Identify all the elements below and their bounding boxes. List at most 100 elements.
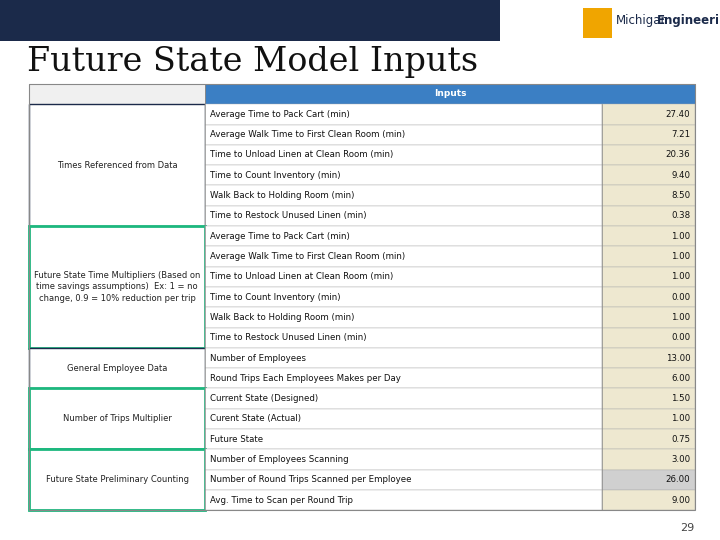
Bar (602, 470, 695, 490)
Text: Time to Count Inventory (min): Time to Count Inventory (min) (210, 171, 341, 180)
Bar (602, 328, 695, 348)
Text: Average Time to Pack Cart (min): Average Time to Pack Cart (min) (210, 232, 350, 241)
Bar (602, 449, 695, 470)
Bar (205, 388, 601, 409)
Bar (583, 8, 612, 38)
Text: Future State: Future State (210, 435, 264, 444)
Bar (29, 104, 205, 226)
Bar (205, 185, 601, 206)
Bar (602, 348, 695, 368)
Text: Avg. Time to Scan per Round Trip: Avg. Time to Scan per Round Trip (210, 496, 354, 505)
Bar (29, 449, 205, 510)
Text: Average Walk Time to First Clean Room (min): Average Walk Time to First Clean Room (m… (210, 130, 405, 139)
Text: Walk Back to Holding Room (min): Walk Back to Holding Room (min) (210, 313, 355, 322)
Bar (602, 125, 695, 145)
Text: 13.00: 13.00 (666, 354, 690, 362)
Bar (205, 206, 601, 226)
Bar (205, 226, 601, 246)
Bar (602, 388, 695, 409)
Bar (602, 409, 695, 429)
Text: 3.00: 3.00 (671, 455, 690, 464)
Bar (29, 226, 205, 348)
Text: Engineering: Engineering (657, 14, 720, 27)
Bar (205, 409, 601, 429)
Text: 29: 29 (680, 523, 695, 533)
Bar (602, 206, 695, 226)
Text: Average Time to Pack Cart (min): Average Time to Pack Cart (min) (210, 110, 350, 119)
Text: Time to Unload Linen at Clean Room (min): Time to Unload Linen at Clean Room (min) (210, 272, 394, 281)
Text: 1.00: 1.00 (671, 252, 690, 261)
Bar (205, 84, 695, 104)
Bar (205, 104, 601, 125)
Text: 0.00: 0.00 (671, 293, 690, 302)
Text: Walk Back to Holding Room (min): Walk Back to Holding Room (min) (210, 191, 355, 200)
Text: 9.40: 9.40 (672, 171, 690, 180)
Bar (0, 0, 720, 40)
Text: Average Walk Time to First Clean Room (min): Average Walk Time to First Clean Room (m… (210, 252, 405, 261)
Bar (602, 490, 695, 510)
Bar (602, 165, 695, 185)
Bar (602, 226, 695, 246)
Bar (602, 429, 695, 449)
Text: Future State Preliminary Counting: Future State Preliminary Counting (45, 475, 189, 484)
Text: 0.75: 0.75 (671, 435, 690, 444)
Bar (205, 125, 601, 145)
Bar (602, 368, 695, 388)
Bar (602, 104, 695, 125)
Text: Number of Employees: Number of Employees (210, 354, 306, 362)
Text: 20.36: 20.36 (666, 151, 690, 159)
Text: Future State Model Inputs: Future State Model Inputs (27, 46, 479, 78)
Bar (205, 449, 601, 470)
Bar (205, 246, 601, 267)
Text: 0.38: 0.38 (671, 211, 690, 220)
Text: Time to Restock Unused Linen (min): Time to Restock Unused Linen (min) (210, 211, 366, 220)
Text: 1.00: 1.00 (671, 414, 690, 423)
Text: 9.00: 9.00 (672, 496, 690, 505)
Bar (205, 368, 601, 388)
Bar (29, 84, 205, 104)
Text: 7.21: 7.21 (671, 130, 690, 139)
Bar (602, 185, 695, 206)
Bar (205, 267, 601, 287)
Bar (205, 165, 601, 185)
Text: Michigan: Michigan (616, 14, 669, 27)
Bar (29, 84, 695, 510)
Bar (602, 246, 695, 267)
Bar (29, 348, 205, 388)
Text: Time to Count Inventory (min): Time to Count Inventory (min) (210, 293, 341, 302)
Text: 8.50: 8.50 (671, 191, 690, 200)
Text: 6.00: 6.00 (671, 374, 690, 383)
Text: Time to Unload Linen at Clean Room (min): Time to Unload Linen at Clean Room (min) (210, 151, 394, 159)
Text: Inputs: Inputs (433, 90, 467, 98)
Text: 26.00: 26.00 (666, 475, 690, 484)
Bar (205, 429, 601, 449)
Bar (602, 145, 695, 165)
Text: Round Trips Each Employees Makes per Day: Round Trips Each Employees Makes per Day (210, 374, 401, 383)
Text: Times Referenced from Data: Times Referenced from Data (57, 160, 177, 170)
Bar (205, 490, 601, 510)
Bar (602, 287, 695, 307)
Bar (29, 388, 205, 449)
Text: Time to Restock Unused Linen (min): Time to Restock Unused Linen (min) (210, 333, 366, 342)
Text: 1.00: 1.00 (671, 232, 690, 241)
Bar (205, 470, 601, 490)
Text: 27.40: 27.40 (666, 110, 690, 119)
Bar (205, 287, 601, 307)
Text: Future State Time Multipliers (Based on
time savings assumptions)  Ex: 1 = no
ch: Future State Time Multipliers (Based on … (34, 272, 200, 302)
Text: 1.00: 1.00 (671, 313, 690, 322)
Text: Number of Round Trips Scanned per Employee: Number of Round Trips Scanned per Employ… (210, 475, 412, 484)
Text: Number of Trips Multiplier: Number of Trips Multiplier (63, 414, 171, 423)
Text: Curent State (Actual): Curent State (Actual) (210, 414, 302, 423)
Bar (205, 328, 601, 348)
Bar (602, 307, 695, 328)
Bar (205, 145, 601, 165)
Bar (205, 348, 601, 368)
Text: Current State (Designed): Current State (Designed) (210, 394, 318, 403)
Text: 0.00: 0.00 (671, 333, 690, 342)
Text: General Employee Data: General Employee Data (67, 363, 167, 373)
Bar (602, 267, 695, 287)
Text: 1.50: 1.50 (671, 394, 690, 403)
Bar (205, 307, 601, 328)
Text: 1.00: 1.00 (671, 272, 690, 281)
Text: Number of Employees Scanning: Number of Employees Scanning (210, 455, 349, 464)
